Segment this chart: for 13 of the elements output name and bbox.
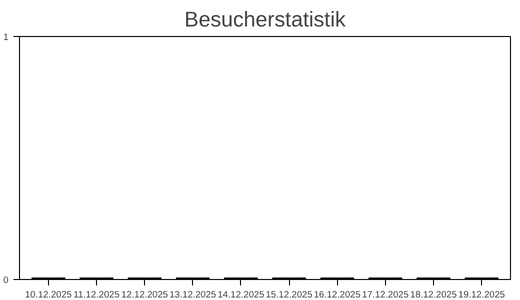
x-tick-label: 11.12.2025 (74, 290, 120, 300)
y-tick-label: 1 (3, 32, 9, 42)
y-tick-label: 0 (3, 275, 9, 285)
x-tick-label: 16.12.2025 (314, 290, 361, 300)
chart-title: Besucherstatistik (184, 8, 346, 32)
x-tick-label: 10.12.2025 (25, 290, 72, 300)
x-tick-label: 13.12.2025 (169, 290, 216, 300)
x-tick-label: 14.12.2025 (218, 290, 264, 300)
x-tick-label: 19.12.2025 (458, 290, 505, 300)
x-tick-label: 12.12.2025 (121, 290, 168, 300)
x-tick-label: 18.12.2025 (410, 290, 457, 300)
x-tick-label: 15.12.2025 (266, 290, 312, 300)
x-tick-label: 17.12.2025 (362, 290, 409, 300)
